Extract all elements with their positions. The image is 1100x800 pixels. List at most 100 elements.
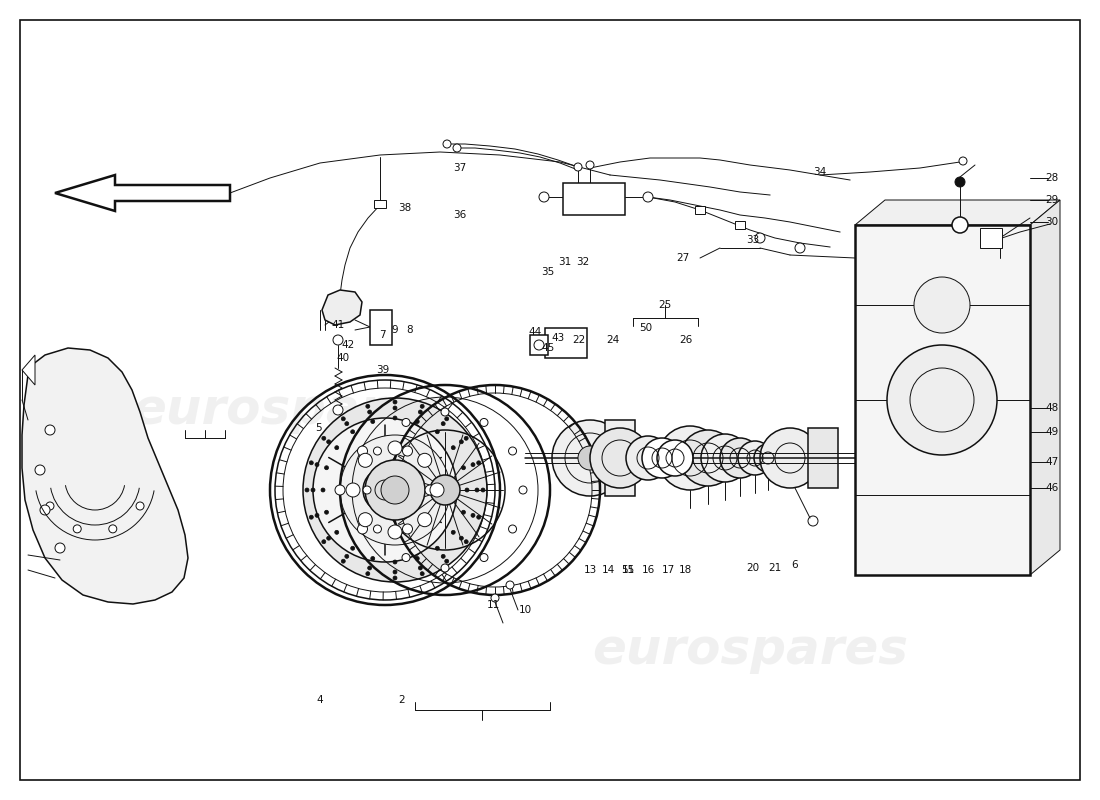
Bar [544,328,587,358]
Circle shape [420,572,425,576]
Text: 14: 14 [602,565,615,575]
Circle shape [574,163,582,171]
Text: 31: 31 [559,257,572,267]
Circle shape [341,559,345,563]
Text: 10: 10 [518,605,531,615]
Circle shape [464,436,469,440]
Circle shape [358,446,367,456]
Text: 39: 39 [376,365,389,375]
Circle shape [471,462,475,466]
Circle shape [403,446,412,456]
Polygon shape [1030,200,1060,575]
Circle shape [351,430,354,434]
Text: 26: 26 [680,335,693,345]
Circle shape [334,446,339,450]
Circle shape [887,345,997,455]
Circle shape [358,524,367,534]
Circle shape [475,488,478,492]
Circle shape [109,525,117,533]
Circle shape [952,217,968,233]
Circle shape [462,466,465,470]
Circle shape [508,525,517,533]
Text: 34: 34 [813,167,826,177]
Text: 41: 41 [331,320,344,330]
Text: 33: 33 [747,235,760,245]
Polygon shape [22,348,188,604]
Text: 48: 48 [1045,403,1058,413]
Circle shape [311,488,315,492]
Circle shape [626,436,670,480]
Text: 47: 47 [1045,457,1058,467]
Circle shape [476,515,481,519]
Circle shape [451,446,455,450]
Text: 22: 22 [572,335,585,345]
Circle shape [366,572,370,576]
Circle shape [420,404,425,408]
Text: 35: 35 [541,267,554,277]
Circle shape [402,554,410,562]
Bar [808,428,838,488]
Circle shape [430,483,444,497]
Polygon shape [855,200,1060,225]
Circle shape [346,483,360,497]
Circle shape [480,418,488,426]
Circle shape [371,557,375,561]
Circle shape [586,161,594,169]
Bar [563,183,625,215]
Circle shape [914,277,970,333]
Polygon shape [55,175,230,211]
Circle shape [415,557,419,561]
Circle shape [314,418,456,562]
Text: 44: 44 [528,327,541,337]
Circle shape [441,564,449,572]
Circle shape [534,340,544,350]
Circle shape [341,417,345,421]
Circle shape [315,514,319,518]
Circle shape [381,476,409,504]
Bar [370,310,392,345]
Text: 36: 36 [453,210,466,220]
Text: 24: 24 [606,335,619,345]
Circle shape [371,419,375,423]
Circle shape [795,243,805,253]
Text: 17: 17 [661,565,674,575]
Bar [855,225,1030,575]
Circle shape [578,446,602,470]
Text: eurospares: eurospares [132,386,448,434]
Circle shape [327,440,331,444]
Circle shape [430,475,460,505]
Text: 20: 20 [747,563,760,573]
Circle shape [336,485,345,495]
Circle shape [760,428,820,488]
Circle shape [333,405,343,415]
Circle shape [334,530,339,534]
Circle shape [754,444,782,472]
Text: 49: 49 [1045,427,1058,437]
Bar [980,228,1002,248]
Text: 42: 42 [341,340,354,350]
Text: 7: 7 [378,330,385,340]
Circle shape [388,525,401,539]
Circle shape [453,144,461,152]
Text: 21: 21 [769,563,782,573]
Circle shape [344,422,349,426]
Circle shape [539,192,549,202]
Polygon shape [22,355,35,385]
Circle shape [720,438,760,478]
Polygon shape [322,290,362,325]
Circle shape [402,418,410,426]
Bar [695,206,705,214]
Circle shape [738,441,772,475]
Circle shape [367,566,372,570]
Text: 9: 9 [392,325,398,335]
Circle shape [462,510,465,514]
Circle shape [309,461,313,465]
Circle shape [40,505,49,515]
Text: 51: 51 [621,565,635,575]
Circle shape [35,465,45,475]
Circle shape [393,576,397,580]
Circle shape [480,554,488,562]
Text: 11: 11 [486,600,499,610]
Circle shape [46,502,54,510]
Circle shape [460,536,463,540]
